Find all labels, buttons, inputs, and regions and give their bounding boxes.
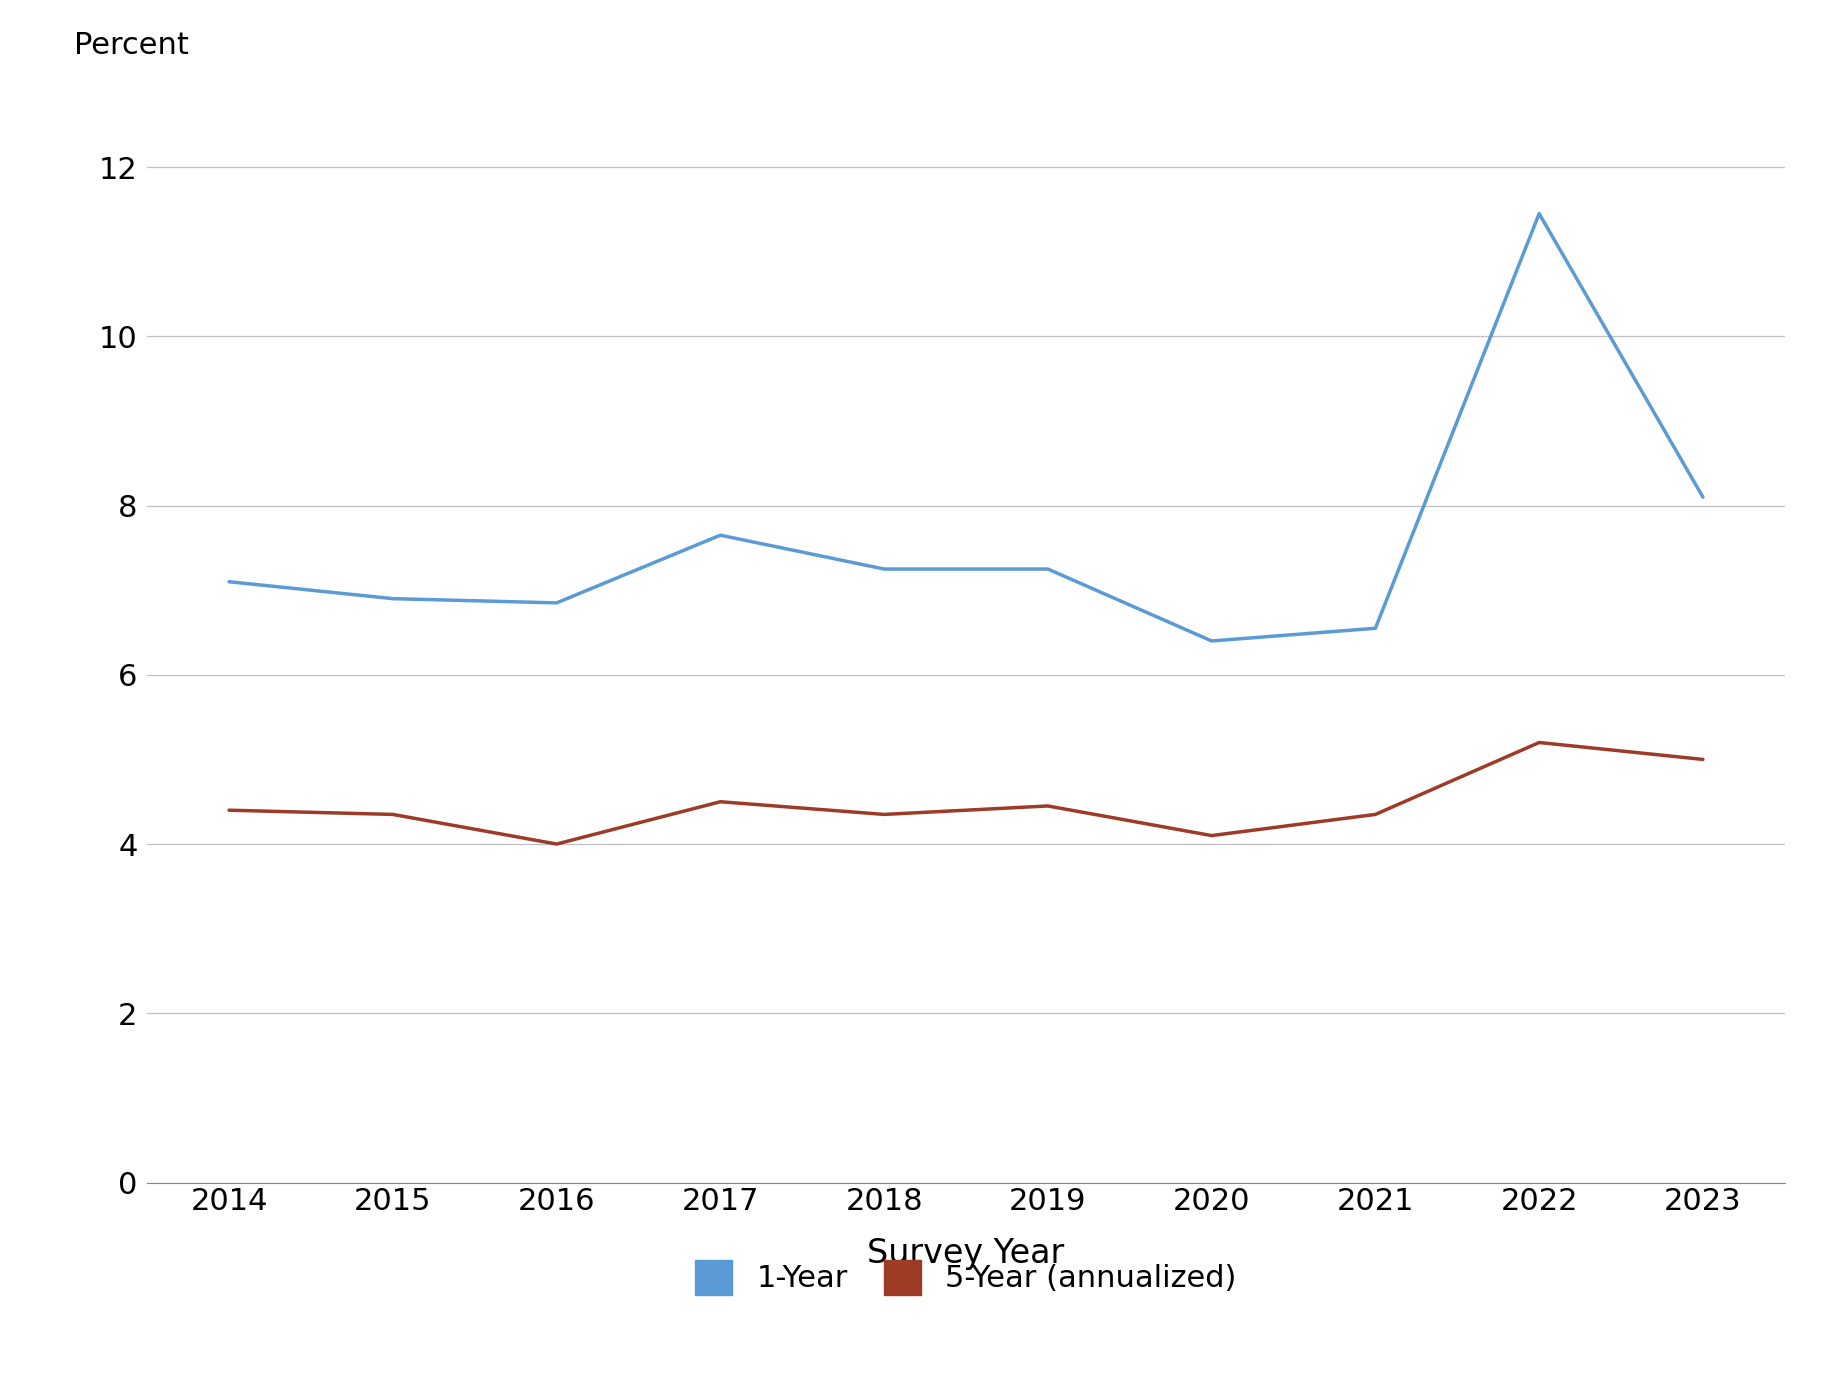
X-axis label: Survey Year: Survey Year (866, 1238, 1065, 1270)
Legend: 1-Year, 5-Year (annualized): 1-Year, 5-Year (annualized) (680, 1244, 1251, 1310)
Text: Percent: Percent (74, 32, 188, 60)
